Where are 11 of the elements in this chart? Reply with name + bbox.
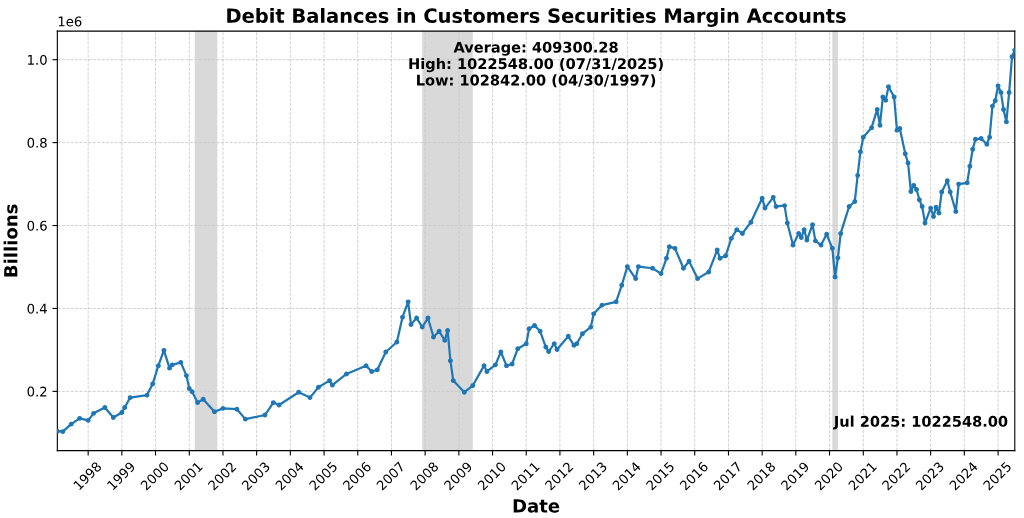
y-tick-label: 1.0 xyxy=(28,54,47,65)
y-tick-label: 0.8 xyxy=(27,137,47,148)
y-tick-label: 0.2 xyxy=(27,386,47,397)
chart-title: Debit Balances in Customers Securities Margin Accounts xyxy=(227,7,846,27)
y-tick-label: 0.4 xyxy=(27,303,47,314)
y-axis-title: Billions xyxy=(3,204,18,277)
x-axis-title: Date xyxy=(513,499,560,513)
text: 1e6 xyxy=(58,16,82,27)
y-tick-label: 0.6 xyxy=(27,220,47,231)
annotation: Jul 2025: 1022548.00 xyxy=(833,415,1008,430)
annotation: Average: 409300.28 High: 1022548.00 (07/31/2025) Low: 102842.00 (04/30/1997) xyxy=(409,41,663,88)
